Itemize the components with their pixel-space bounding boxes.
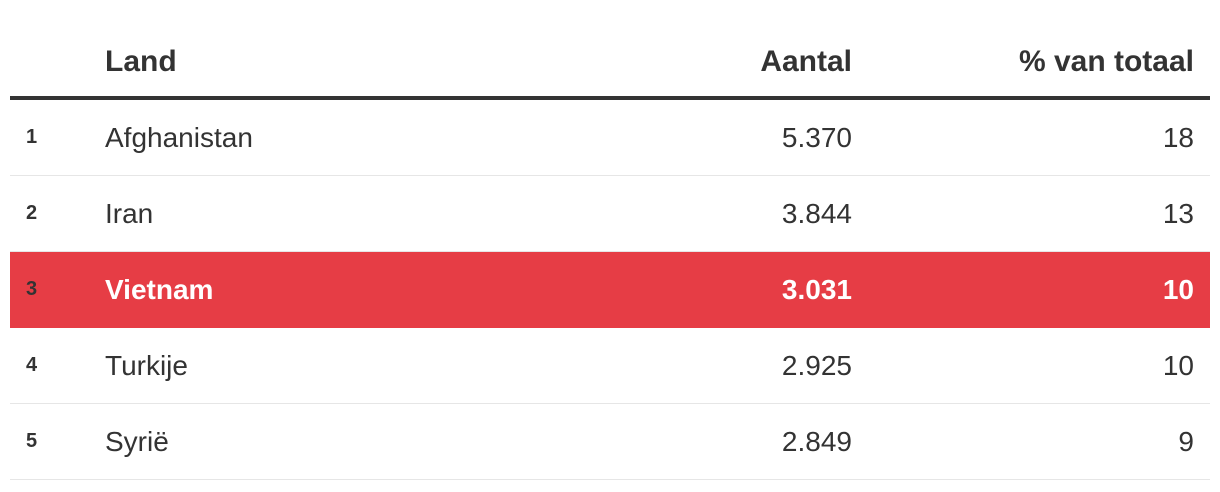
row-aantal: 3.031 — [781, 273, 852, 305]
row-land: Turkije — [105, 349, 188, 381]
table-row: 5 Syrië 2.849 9 — [10, 404, 1210, 480]
row-percentage: 10 — [1162, 349, 1194, 381]
table-row: 4 Turkije 2.925 10 — [10, 328, 1210, 404]
data-table: Land Aantal % van totaal 1 Afghanistan 5… — [10, 0, 1210, 480]
header-aantal: Aantal — [760, 45, 852, 78]
row-aantal: 5.370 — [781, 121, 852, 153]
row-aantal: 2.849 — [781, 425, 852, 457]
row-aantal: 3.844 — [781, 197, 852, 229]
row-land: Afghanistan — [105, 121, 253, 153]
row-percentage: 13 — [1162, 197, 1194, 229]
row-aantal: 2.925 — [781, 349, 852, 381]
row-percentage: 18 — [1162, 121, 1194, 153]
row-percentage: 9 — [1178, 425, 1194, 457]
table-row: 2 Iran 3.844 13 — [10, 176, 1210, 252]
table-row-highlighted: 3 Vietnam 3.031 10 — [10, 252, 1210, 328]
row-rank: 4 — [26, 354, 38, 376]
table-row: 1 Afghanistan 5.370 18 — [10, 100, 1210, 176]
header-percentage: % van totaal — [1018, 45, 1194, 78]
table-header-row: Land Aantal % van totaal — [10, 0, 1210, 100]
header-rank — [26, 0, 86, 96]
row-rank: 3 — [26, 278, 38, 300]
row-land: Syrië — [105, 425, 169, 457]
row-land: Iran — [105, 197, 154, 229]
row-land: Vietnam — [105, 273, 214, 305]
row-rank: 2 — [26, 202, 38, 224]
header-land: Land — [105, 45, 177, 78]
row-rank: 1 — [26, 126, 38, 148]
row-rank: 5 — [26, 430, 38, 452]
row-percentage: 10 — [1162, 273, 1194, 305]
